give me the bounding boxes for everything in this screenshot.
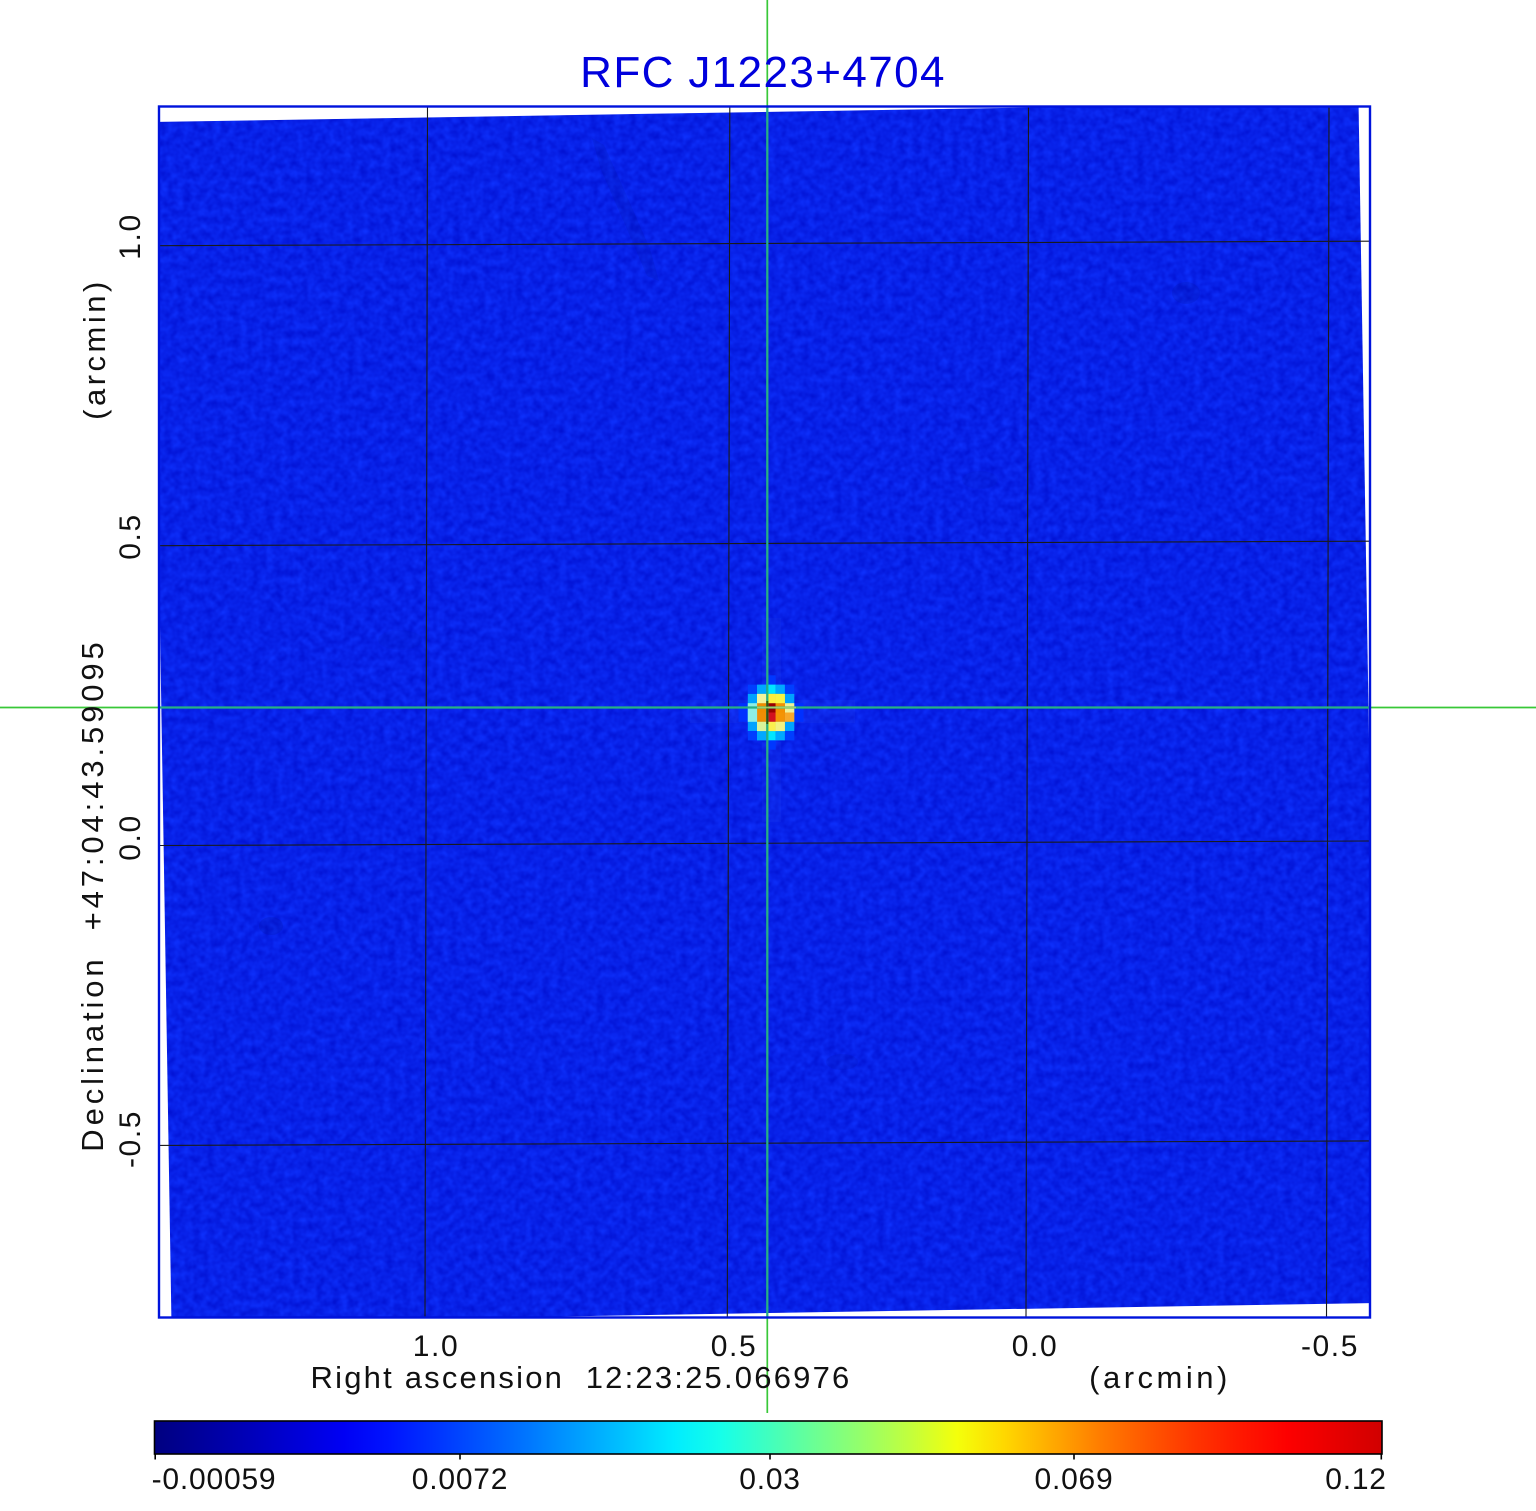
svg-text:0.0: 0.0 <box>1012 1330 1059 1363</box>
svg-text:(arcmin): (arcmin) <box>1089 1360 1231 1395</box>
svg-text:1.0: 1.0 <box>114 213 147 260</box>
svg-text:Right ascension 12:23:25.0669: Right ascension 12:23:25.066976 <box>311 1360 852 1395</box>
svg-text:1.0: 1.0 <box>413 1330 460 1363</box>
svg-text:-0.5: -0.5 <box>114 1110 147 1168</box>
svg-text:RFC J1223+4704: RFC J1223+4704 <box>580 48 946 97</box>
svg-text:0.5: 0.5 <box>114 513 147 560</box>
svg-text:Declination +47:04:43.59095: Declination +47:04:43.59095 <box>75 638 110 1151</box>
svg-text:0.0: 0.0 <box>114 814 147 861</box>
svg-text:0.03: 0.03 <box>739 1463 801 1496</box>
svg-text:0.0072: 0.0072 <box>412 1463 509 1496</box>
svg-text:0.069: 0.069 <box>1034 1463 1113 1496</box>
svg-text:-0.00059: -0.00059 <box>152 1463 277 1496</box>
svg-text:0.5: 0.5 <box>711 1330 758 1363</box>
svg-text:0.12: 0.12 <box>1325 1463 1387 1496</box>
svg-text:(arcmin): (arcmin) <box>77 278 112 420</box>
svg-text:-0.5: -0.5 <box>1301 1330 1359 1363</box>
